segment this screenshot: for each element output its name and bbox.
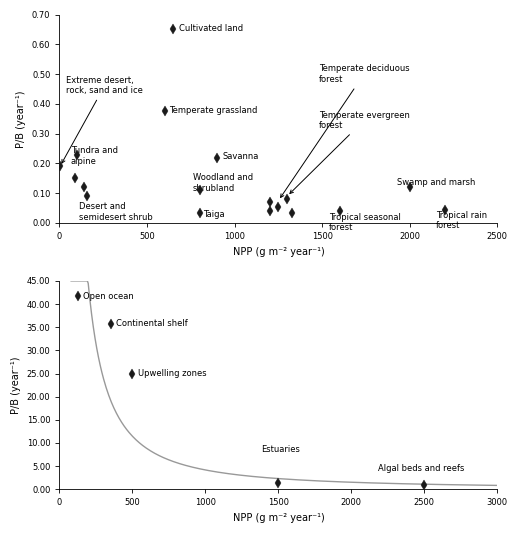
Text: Desert and
semidesert shrub: Desert and semidesert shrub	[79, 202, 153, 222]
Text: Woodland and
shrubland: Woodland and shrubland	[193, 173, 253, 193]
Text: Savanna: Savanna	[222, 152, 258, 161]
Y-axis label: P/B (year⁻¹): P/B (year⁻¹)	[11, 356, 21, 414]
Text: Tropical rain
forest: Tropical rain forest	[436, 211, 487, 231]
Text: Temperate grassland: Temperate grassland	[169, 106, 257, 115]
Text: Swamp and marsh: Swamp and marsh	[398, 178, 476, 187]
Text: Estuaries: Estuaries	[261, 445, 300, 454]
X-axis label: NPP (g m⁻² year⁻¹): NPP (g m⁻² year⁻¹)	[233, 247, 324, 256]
Text: Tropical seasonal
forest: Tropical seasonal forest	[329, 213, 401, 232]
Text: Upwelling zones: Upwelling zones	[138, 369, 206, 378]
Text: Cultivated land: Cultivated land	[179, 23, 243, 33]
Text: Taiga: Taiga	[203, 209, 225, 218]
Text: Continental shelf: Continental shelf	[116, 319, 187, 328]
Text: Open ocean: Open ocean	[83, 292, 133, 301]
Text: Temperate deciduous
forest: Temperate deciduous forest	[281, 65, 409, 198]
X-axis label: NPP (g m⁻² year⁻¹): NPP (g m⁻² year⁻¹)	[233, 513, 324, 523]
Y-axis label: P/B (year⁻¹): P/B (year⁻¹)	[17, 90, 26, 147]
Text: Extreme desert,
rock, sand and ice: Extreme desert, rock, sand and ice	[62, 76, 143, 163]
Text: Tundra and
alpine: Tundra and alpine	[71, 146, 118, 166]
Text: Temperate evergreen
forest: Temperate evergreen forest	[290, 111, 409, 193]
Text: Algal beds and reefs: Algal beds and reefs	[378, 464, 464, 473]
